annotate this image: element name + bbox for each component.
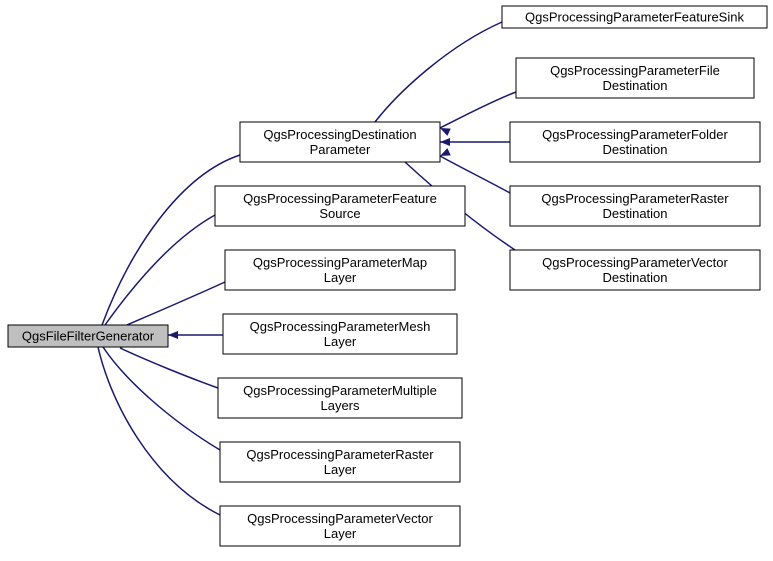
- class-label: QgsProcessingDestination: [263, 127, 416, 142]
- class-label: Parameter: [310, 142, 371, 157]
- arrow-head: [440, 138, 450, 146]
- class-label: QgsProcessingParameterFolder: [542, 127, 728, 142]
- class-label: Destination: [602, 206, 667, 221]
- class-node-featsink[interactable]: QgsProcessingParameterFeatureSink: [502, 6, 767, 28]
- class-label: Layers: [320, 398, 360, 413]
- inheritance-edge: [98, 347, 220, 515]
- arrow-head: [440, 128, 451, 136]
- class-node-destparam[interactable]: QgsProcessingDestinationParameter: [240, 122, 440, 162]
- class-label: QgsProcessingParameterVector: [542, 255, 728, 270]
- class-label: Destination: [602, 78, 667, 93]
- inheritance-edge: [440, 92, 516, 128]
- class-node-multilayers[interactable]: QgsProcessingParameterMultipleLayers: [218, 378, 462, 418]
- class-label: QgsProcessingParameterMesh: [250, 319, 431, 334]
- class-label: QgsProcessingParameterRaster: [541, 191, 729, 206]
- class-label: Destination: [602, 142, 667, 157]
- class-node-root[interactable]: QgsFileFilterGenerator: [8, 325, 168, 347]
- class-node-vectordest[interactable]: QgsProcessingParameterVectorDestination: [510, 250, 760, 290]
- class-label: Destination: [602, 270, 667, 285]
- class-label: QgsProcessingParameterFile: [550, 63, 720, 78]
- class-node-rasterdest[interactable]: QgsProcessingParameterRasterDestination: [510, 186, 760, 226]
- class-label: QgsProcessingParameterRaster: [246, 447, 434, 462]
- class-label: Layer: [324, 526, 357, 541]
- class-label: QgsProcessingParameterFeatureSink: [525, 9, 744, 24]
- class-label: QgsProcessingParameterMultiple: [243, 383, 437, 398]
- class-node-meshlayer[interactable]: QgsProcessingParameterMeshLayer: [223, 314, 457, 354]
- class-node-vectorlayer[interactable]: QgsProcessingParameterVectorLayer: [220, 506, 460, 546]
- inheritance-edge: [120, 282, 225, 328]
- class-node-rasterlayer[interactable]: QgsProcessingParameterRasterLayer: [220, 442, 460, 482]
- class-label: Layer: [324, 334, 357, 349]
- arrow-head: [168, 331, 178, 339]
- inheritance-edge: [120, 348, 218, 388]
- class-label: QgsProcessingParameterMap: [253, 255, 427, 270]
- class-node-featsrc[interactable]: QgsProcessingParameterFeatureSource: [215, 186, 465, 226]
- class-label: Layer: [324, 270, 357, 285]
- class-node-folderdest[interactable]: QgsProcessingParameterFolderDestination: [510, 122, 760, 162]
- arrow-head: [440, 148, 451, 156]
- class-label: Source: [319, 206, 360, 221]
- inheritance-edge: [105, 215, 215, 325]
- class-node-maplayer[interactable]: QgsProcessingParameterMapLayer: [225, 250, 455, 290]
- class-label: QgsFileFilterGenerator: [22, 328, 155, 343]
- class-node-filedest[interactable]: QgsProcessingParameterFileDestination: [516, 58, 754, 98]
- inheritance-edge: [102, 155, 240, 325]
- class-label: QgsProcessingParameterVector: [247, 511, 433, 526]
- class-label: QgsProcessingParameterFeature: [243, 191, 437, 206]
- inheritance-edge: [103, 347, 220, 450]
- class-label: Layer: [324, 462, 357, 477]
- class-diagram: QgsFileFilterGenerator QgsProcessingDesti…: [0, 0, 773, 561]
